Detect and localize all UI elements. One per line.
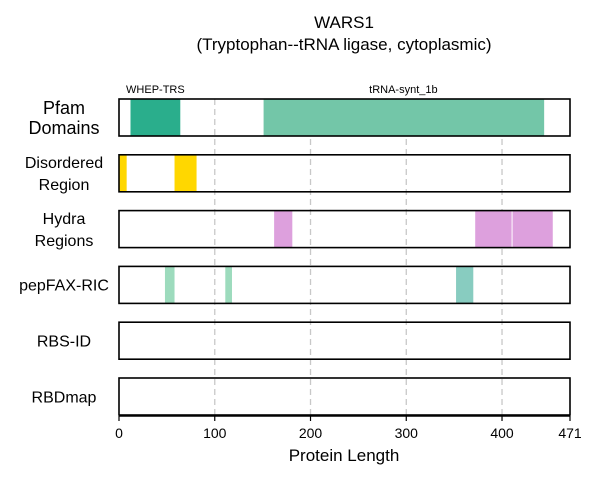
x-tick-label: 0: [115, 425, 123, 441]
track-label: Regions: [35, 233, 94, 250]
pfam-segment: [263, 99, 545, 136]
x-tick-label: 300: [395, 425, 419, 441]
x-tick-label: 471: [558, 425, 582, 441]
x-tick-label: 400: [490, 425, 514, 441]
disordered-segment: [119, 154, 127, 192]
x-axis-label: Protein Length: [289, 446, 400, 465]
rbsid-track-frame: [118, 321, 571, 361]
pepfax-segment: [456, 266, 474, 304]
track-pepfax: pepFAX-RIC: [19, 265, 571, 305]
rbdmap-track-frame: [118, 377, 571, 416]
track-label: Region: [39, 177, 90, 194]
x-tick-label: 100: [203, 425, 227, 441]
track-rbsid: RBS-ID: [37, 321, 571, 361]
domain-annotation: tRNA-synt_1b: [369, 84, 437, 96]
track-label: RBDmap: [32, 389, 97, 406]
figure-subtitle: (Tryptophan--tRNA ligase, cytoplasmic): [196, 35, 491, 54]
track-rbdmap: RBDmap: [32, 377, 571, 416]
track-label: Disordered: [25, 155, 103, 172]
pfam-segment: [130, 99, 181, 136]
pepfax-segment: [225, 266, 232, 304]
x-tick-label: 200: [299, 425, 323, 441]
track-label: pepFAX-RIC: [19, 278, 109, 295]
figure-title: WARS1: [314, 13, 374, 32]
pfam-track-frame: [118, 98, 571, 137]
hydra-segment: [475, 210, 512, 248]
track-label: RBS-ID: [37, 333, 91, 350]
disordered-track-frame: [118, 154, 571, 193]
track-label: Domains: [28, 118, 99, 138]
hydra-segment: [512, 210, 553, 248]
domain-annotation: WHEP-TRS: [126, 84, 185, 96]
hydra-track-frame: [118, 209, 571, 249]
x-axis: 0 100 200 300 400 471: [115, 415, 582, 441]
pepfax-segment: [164, 266, 175, 304]
track-hydra: Hydra Regions: [35, 209, 571, 250]
track-label: Hydra: [43, 211, 86, 228]
disordered-segment: [174, 154, 197, 192]
track-label: Pfam: [43, 98, 85, 118]
gridlines: [214, 99, 503, 416]
track-disordered: Disordered Region: [25, 154, 571, 194]
pepfax-track-frame: [118, 265, 571, 305]
hydra-segment: [274, 210, 293, 248]
